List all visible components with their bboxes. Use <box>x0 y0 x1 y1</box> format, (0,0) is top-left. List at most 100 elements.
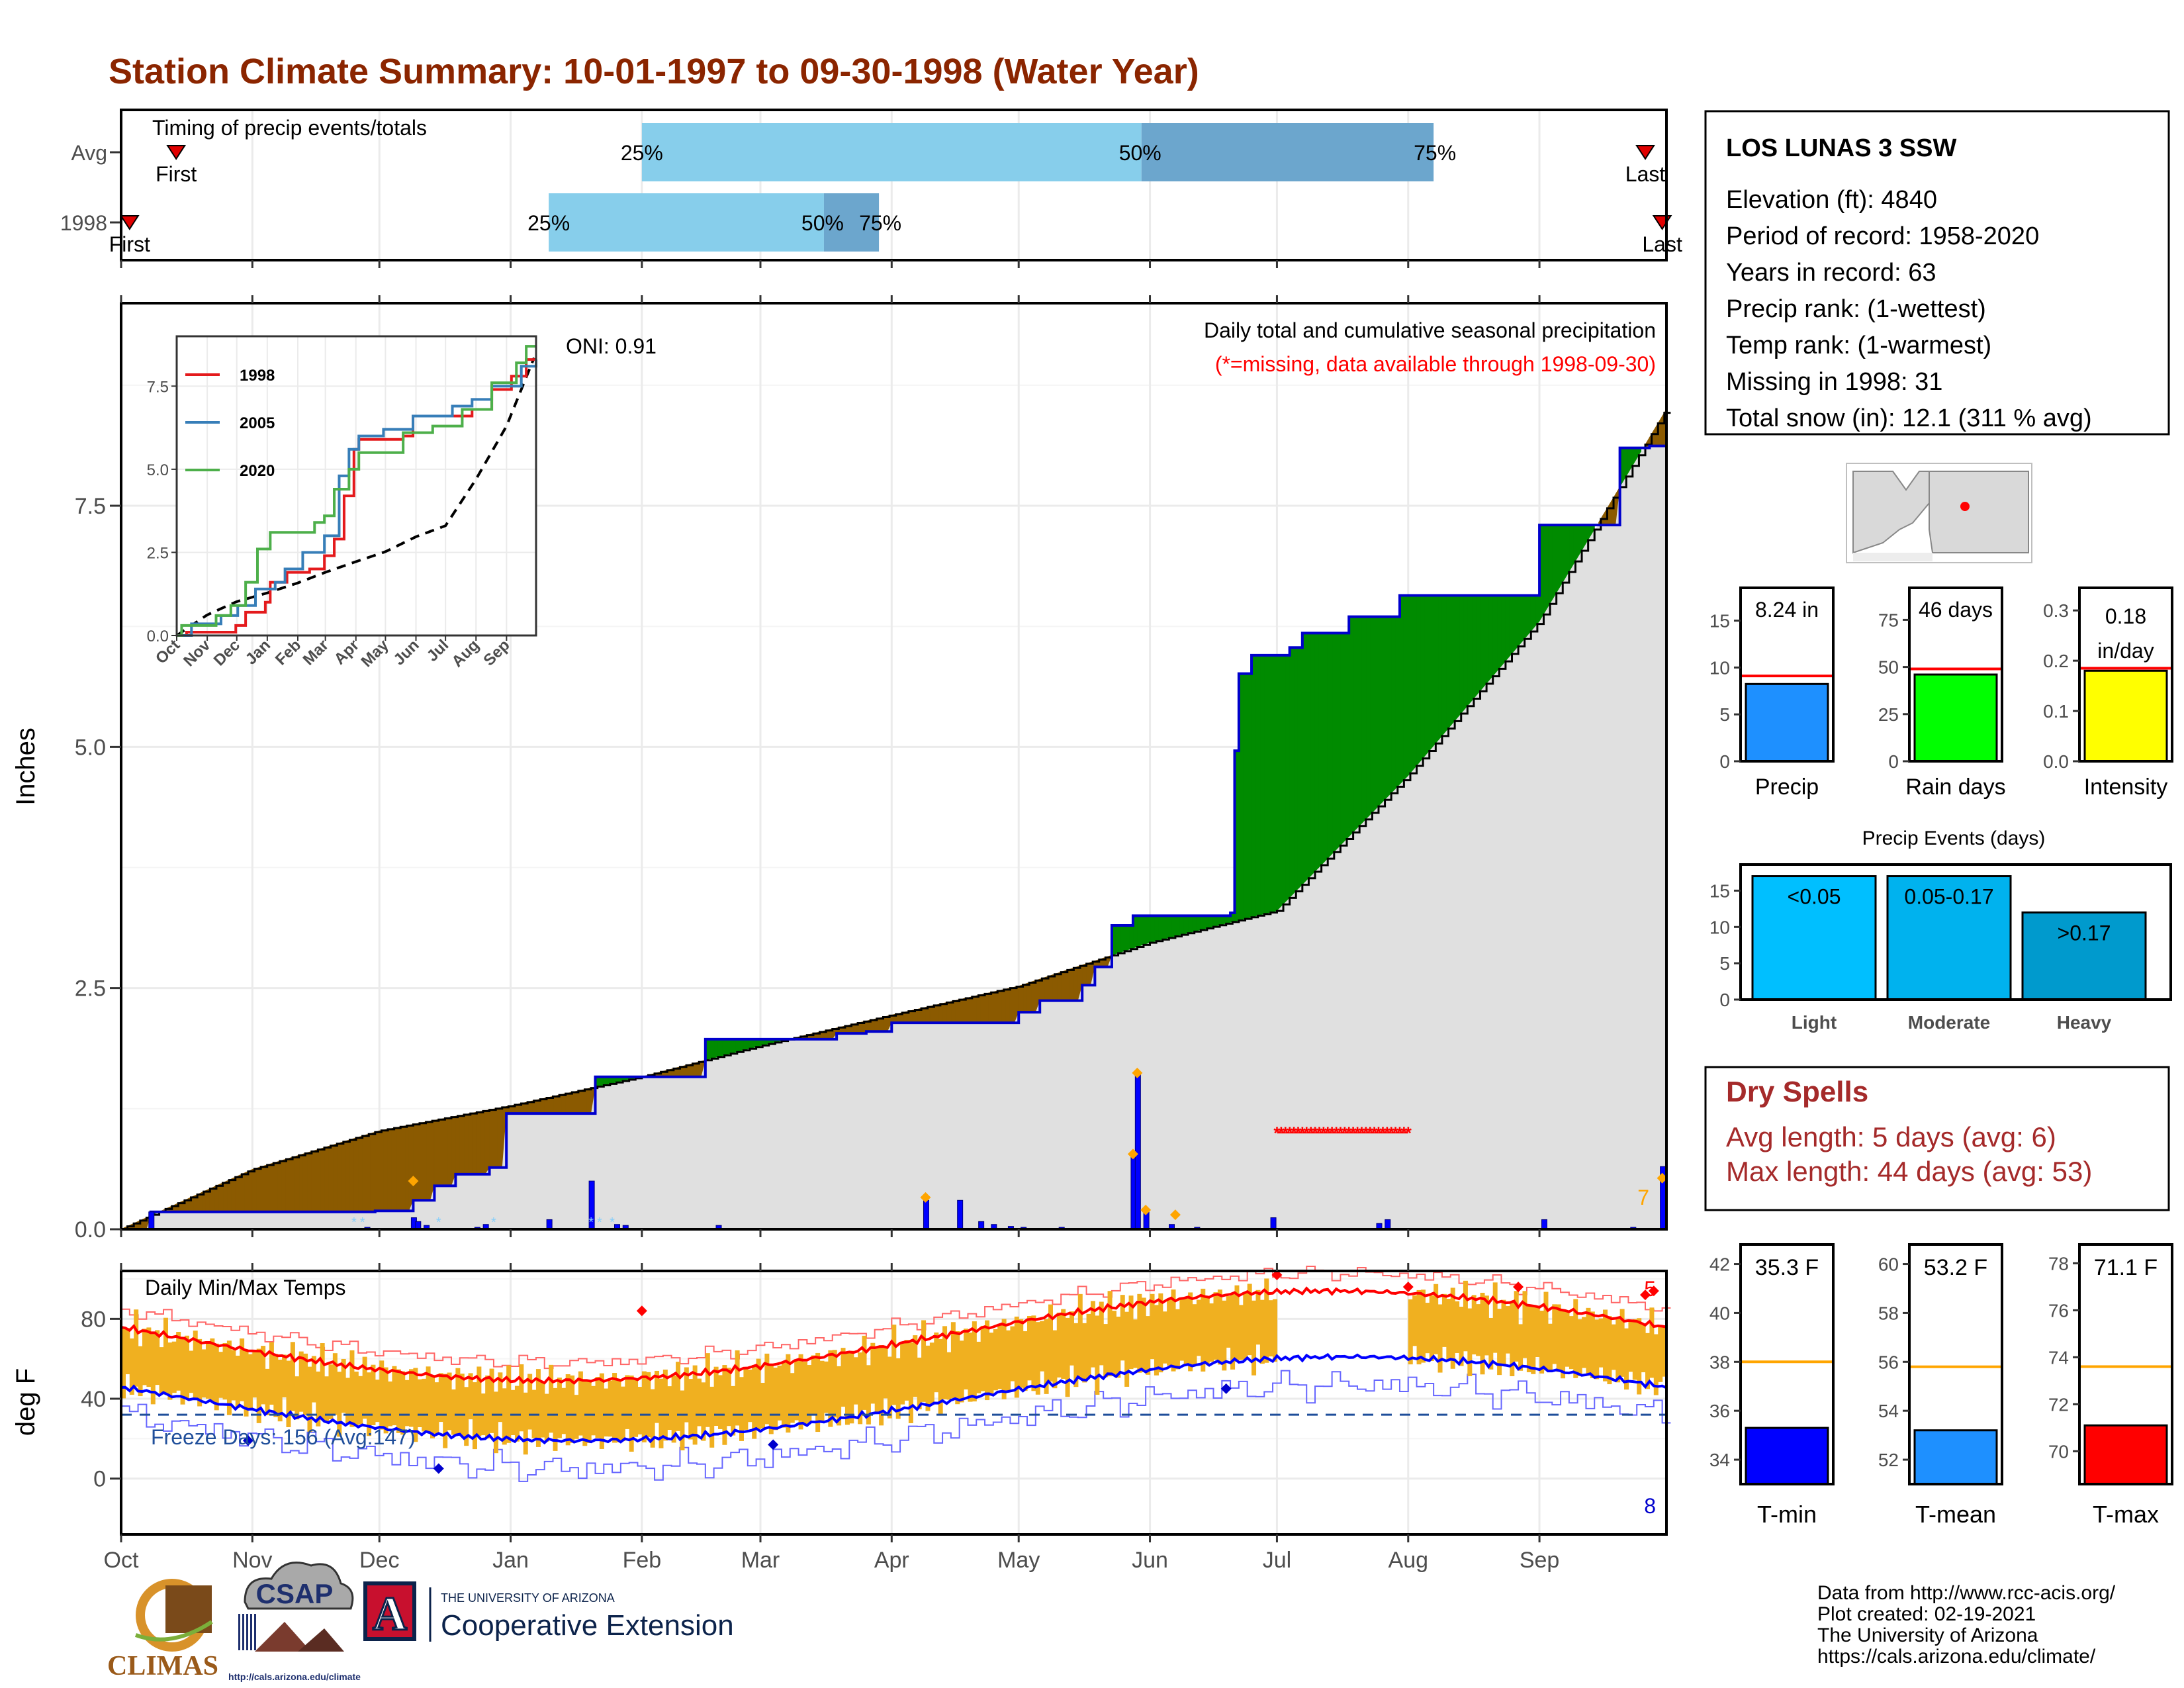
daily-precip-bar <box>148 1211 155 1230</box>
daily-temp-bar <box>290 1342 295 1411</box>
precip-surplus-area <box>1285 655 1291 904</box>
daily-temp-bar <box>887 1356 892 1419</box>
daily-temp-bar <box>1158 1293 1163 1373</box>
timing-panel-label: Timing of precip events/totals <box>152 116 427 140</box>
daily-temp-bar <box>1183 1297 1189 1366</box>
precip-ytick-label: 2.5 <box>75 976 106 1002</box>
precip-deficit-area <box>493 1107 498 1168</box>
rain-days-value: 46 days <box>1919 598 1993 622</box>
timing-row-label: Avg <box>71 141 107 165</box>
precip-deficit-area <box>1069 967 1074 1002</box>
timing-p50-label: 50% <box>801 211 844 235</box>
daily-temp-bar <box>155 1330 160 1385</box>
precip-surplus-area <box>1192 915 1197 933</box>
daily-temp-bar <box>676 1362 681 1431</box>
precip-deficit-area <box>1005 988 1011 1023</box>
daily-temp-bar <box>1518 1324 1524 1371</box>
daily-temp-bar <box>269 1342 274 1405</box>
inset-legend-label: 1998 <box>240 367 275 385</box>
daily-temp-bar <box>858 1352 863 1425</box>
daily-temp-bar <box>1090 1301 1095 1368</box>
daily-temp-bar <box>472 1382 477 1450</box>
daily-temp-bar <box>1040 1321 1045 1372</box>
precip-surplus-area <box>1183 915 1189 935</box>
snowfall-mark: * <box>360 1215 365 1230</box>
daily-temp-bar <box>1052 1330 1058 1389</box>
precip-deficit-area <box>412 1123 418 1201</box>
daily-temp-bar <box>1514 1291 1519 1362</box>
precip-deficit-area <box>328 1145 334 1213</box>
precip-surplus-area <box>1293 647 1298 895</box>
precip-deficit-area <box>988 991 994 1023</box>
daily-temp-bar <box>1598 1318 1604 1368</box>
daily-temp-bar <box>1273 1299 1278 1362</box>
precip-surplus-area <box>1535 595 1540 628</box>
precip-surplus-area <box>1488 595 1494 682</box>
stat-ytick-label: 50 <box>1878 657 1899 678</box>
precip-deficit-area <box>574 1090 579 1114</box>
temp-stat-ytick-label: 78 <box>2048 1253 2069 1274</box>
precip-deficit-area <box>260 1165 266 1213</box>
precip-deficit-area <box>586 1088 592 1114</box>
stat-ytick-label: 0.2 <box>2043 651 2069 671</box>
daily-temp-bar <box>1061 1309 1066 1379</box>
precip-surplus-area <box>1518 595 1523 647</box>
daily-temp-bar <box>718 1375 723 1429</box>
daily-precip-bar <box>1270 1217 1277 1230</box>
daily-temp-bar <box>129 1338 134 1395</box>
precip-deficit-area <box>1056 971 1062 1002</box>
daily-temp-bar <box>303 1353 308 1415</box>
precip-deficit-area <box>433 1119 439 1186</box>
daily-temp-bar <box>273 1354 279 1417</box>
month-label: Apr <box>874 1548 909 1573</box>
daily-temp-bar <box>1628 1321 1633 1372</box>
events-panel-frame <box>1739 863 2172 1001</box>
temp-ytick-label: 80 <box>81 1307 106 1332</box>
daily-temp-bar <box>946 1352 952 1400</box>
daily-temp-bar <box>1162 1311 1167 1364</box>
daily-temp-bar <box>146 1327 152 1387</box>
daily-temp-bar <box>1073 1323 1079 1387</box>
precip-deficit-area <box>942 1002 947 1023</box>
precip-surplus-area <box>1268 655 1273 914</box>
precip-deficit-area <box>463 1113 469 1175</box>
precip-surplus-area <box>1141 915 1146 947</box>
daily-precip-bar <box>546 1219 553 1230</box>
daily-temp-bar <box>972 1321 977 1402</box>
precip-surplus-area <box>1395 616 1400 790</box>
station-info-box <box>1704 110 2170 436</box>
dry-spells-avg: Avg length: 5 days (avg: 6) <box>1726 1121 2056 1152</box>
precip-deficit-area <box>294 1154 300 1213</box>
daily-temp-bar <box>345 1378 351 1423</box>
temp-stat-ytick-label: 74 <box>2048 1347 2069 1368</box>
precip-deficit-area <box>929 1005 934 1023</box>
daily-temp-bar <box>1027 1316 1032 1381</box>
daily-temp-bar <box>1247 1284 1252 1356</box>
daily-temp-bar <box>1124 1311 1130 1387</box>
daily-temp-bar <box>235 1355 240 1409</box>
station-info-line: Missing in 1998: 31 <box>1726 368 1942 396</box>
observed-cumulative-line <box>121 444 1666 1231</box>
csap-rain-bar <box>242 1614 244 1650</box>
daily-temp-bar <box>1171 1289 1176 1372</box>
temp-stat-bar-t-max <box>2083 1424 2168 1485</box>
daily-temp-bar <box>959 1340 964 1403</box>
daily-temp-bar <box>1603 1309 1608 1382</box>
dry-spells-title: Dry Spells <box>1726 1076 1868 1108</box>
temp-y-axis-label: deg F <box>11 1368 40 1436</box>
intensity-value: 0.18 <box>2105 604 2146 628</box>
daily-temp-bar <box>604 1388 609 1437</box>
daily-temp-bar <box>1437 1304 1443 1373</box>
daily-temp-bar <box>1120 1295 1125 1361</box>
precip-deficit-area <box>218 1182 224 1213</box>
precip-deficit-area <box>383 1129 388 1211</box>
temp-stat-label: T-mean <box>1915 1501 1996 1528</box>
precip-surplus-area <box>1247 673 1252 919</box>
record-low-count: 8 <box>1644 1494 1656 1518</box>
daily-temp-bar <box>1082 1323 1087 1383</box>
daily-temp-bar <box>819 1360 825 1422</box>
precip-deficit-area <box>1073 966 1079 1002</box>
daily-temp-bar <box>701 1382 706 1441</box>
daily-temp-bar <box>1471 1295 1477 1355</box>
